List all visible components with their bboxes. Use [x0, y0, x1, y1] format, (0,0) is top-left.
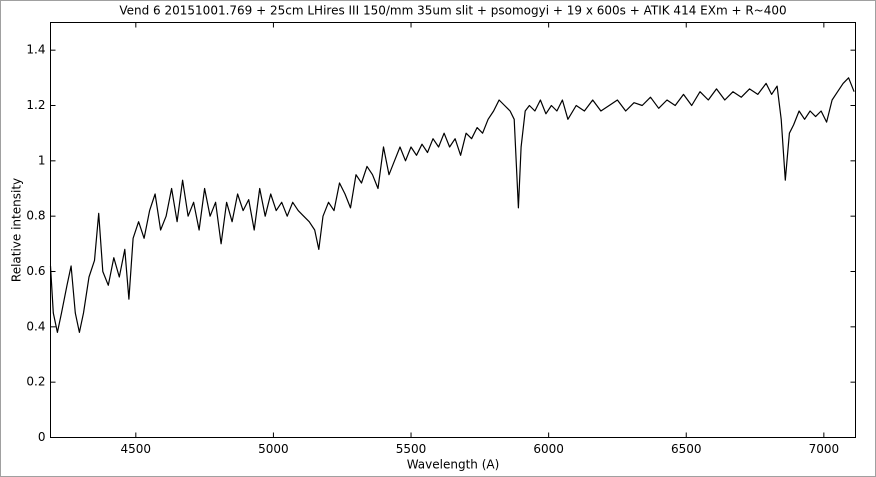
plot-area — [50, 22, 856, 438]
x-axis-label: Wavelength (A) — [407, 458, 500, 472]
x-tick-label: 6000 — [533, 442, 564, 456]
y-tick-label: 0.8 — [26, 209, 45, 223]
chart-title: Vend 6 20151001.769 + 25cm LHires III 15… — [119, 4, 786, 18]
y-tick-label: 0.2 — [26, 375, 45, 389]
x-tick-label: 4500 — [121, 442, 152, 456]
y-tick-label: 0.6 — [26, 264, 45, 278]
y-tick-label: 1.2 — [26, 98, 45, 112]
x-tick-label: 5500 — [396, 442, 427, 456]
x-tick-label: 5000 — [258, 442, 289, 456]
y-tick-label: 1 — [38, 153, 46, 167]
y-tick-label: 1.4 — [26, 43, 45, 57]
y-tick-label: 0 — [38, 430, 46, 444]
x-tick-label: 6500 — [671, 442, 702, 456]
x-tick-label: 7000 — [809, 442, 840, 456]
y-tick-label: 0.4 — [26, 319, 45, 333]
y-axis-label: Relative intensity — [10, 178, 24, 282]
spectrum-line — [49, 77, 855, 333]
